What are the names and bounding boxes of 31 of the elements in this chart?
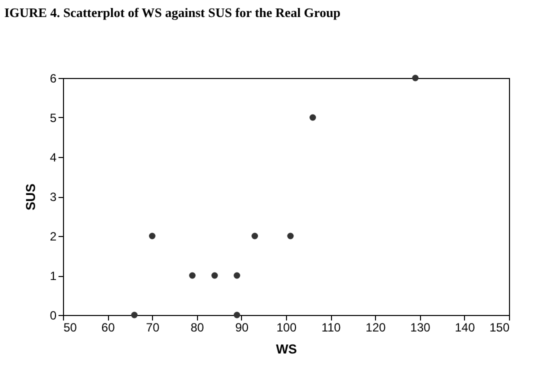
point bbox=[211, 272, 218, 279]
point bbox=[131, 312, 138, 318]
point bbox=[412, 74, 419, 82]
point bbox=[189, 272, 196, 279]
y-axis-title: SUS bbox=[22, 183, 38, 210]
x-tick-label: 120 bbox=[366, 320, 386, 334]
chart-title: IGURE 4. Scatterplot of WS against SUS for the Real Group bbox=[4, 5, 341, 20]
x-tick-label: 70 bbox=[146, 320, 160, 334]
point bbox=[234, 272, 240, 279]
y-tick-label: 3 bbox=[50, 190, 57, 204]
y-tick-label: 0 bbox=[50, 308, 57, 322]
x-tick-label: 130 bbox=[410, 320, 431, 334]
point bbox=[252, 232, 258, 240]
point bbox=[148, 232, 156, 240]
x-tick-label: 110 bbox=[322, 320, 341, 334]
point bbox=[234, 312, 240, 318]
point bbox=[310, 114, 316, 121]
y-tick-label: 4 bbox=[50, 150, 57, 164]
x-tick-label: 150 bbox=[489, 320, 510, 334]
x-tick-label: 100 bbox=[276, 320, 297, 334]
y-tick-label: 5 bbox=[50, 111, 57, 125]
y-tick-label: 6 bbox=[50, 72, 57, 86]
y-tick-label: 1 bbox=[50, 269, 57, 283]
x-tick-label: 60 bbox=[101, 320, 116, 334]
x-tick-label: 90 bbox=[235, 320, 249, 334]
point bbox=[287, 232, 294, 240]
x-axis-title: WS bbox=[276, 342, 298, 356]
y-tick-label: 2 bbox=[50, 230, 57, 244]
x-tick-label: 50 bbox=[64, 320, 78, 334]
x-tick-label: 140 bbox=[454, 320, 476, 334]
x-tick-label: 80 bbox=[190, 320, 204, 334]
